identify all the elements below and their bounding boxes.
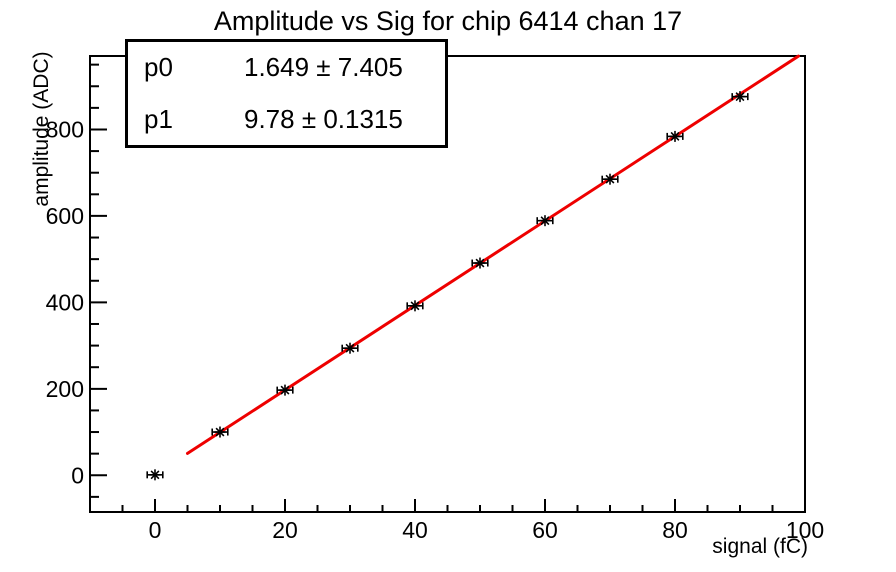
data-point-marker [280, 385, 290, 395]
y-tick-label: 400 [46, 289, 84, 315]
y-tick-label: 800 [46, 116, 84, 142]
data-point [211, 426, 229, 438]
y-axis-label: amplitude (ADC) [30, 51, 53, 207]
data-point [276, 384, 294, 396]
data-point [146, 469, 164, 481]
x-tick-label: 100 [786, 517, 824, 543]
chart-title: Amplitude vs Sig for chip 6414 chan 17 [213, 6, 683, 36]
data-point-marker [670, 131, 680, 141]
stats-row-p0: p0 1.649 ± 7.405 [144, 52, 445, 83]
y-tick-label: 600 [46, 203, 84, 229]
x-tick-label: 60 [532, 517, 558, 543]
data-point-marker [150, 470, 160, 480]
fit-stats-box: p0 1.649 ± 7.405 p1 9.78 ± 0.1315 [125, 39, 448, 148]
data-point-marker [345, 343, 355, 353]
stats-row-p1: p1 9.78 ± 0.1315 [144, 104, 445, 135]
data-point-marker [735, 92, 745, 102]
data-point-marker [215, 427, 225, 437]
data-point [601, 173, 619, 185]
data-point [341, 342, 359, 354]
x-tick-label: 40 [402, 517, 428, 543]
data-point-marker [410, 301, 420, 311]
stats-param-name: p1 [144, 103, 173, 134]
y-tick-label: 0 [71, 462, 84, 488]
data-point [406, 300, 424, 312]
stats-param-name: p0 [144, 52, 173, 83]
data-point-marker [605, 174, 615, 184]
data-point-marker [475, 258, 485, 268]
stats-param-value: 9.78 ± 0.1315 [244, 103, 403, 134]
data-point [666, 130, 684, 142]
x-tick-label: 80 [662, 517, 688, 543]
fit-line [186, 54, 800, 455]
x-axis-label: signal (fC) [712, 535, 808, 558]
data-point [536, 215, 554, 227]
x-tick-label: 20 [272, 517, 298, 543]
data-point [471, 257, 489, 269]
data-point-marker [540, 216, 550, 226]
y-tick-label: 200 [46, 376, 84, 402]
x-tick-label: 0 [149, 517, 162, 543]
data-point [731, 91, 749, 103]
stats-param-value: 1.649 ± 7.405 [244, 52, 403, 83]
